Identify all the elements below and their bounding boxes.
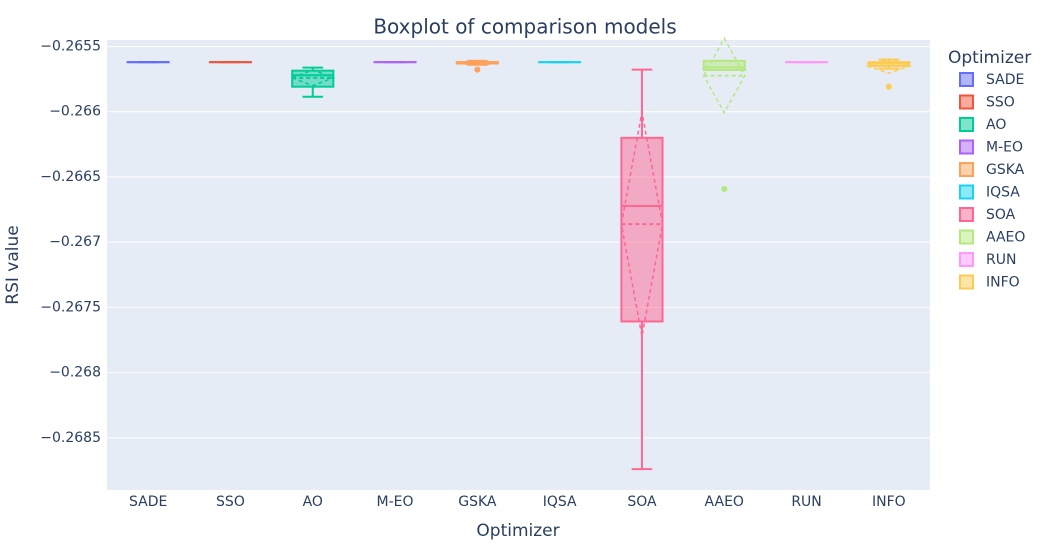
marks: [126, 36, 912, 471]
x-tick-label: SADE: [129, 494, 167, 510]
x-tick-label: IQSA: [543, 494, 577, 510]
x-axis-label: Optimizer: [476, 521, 559, 541]
x-tick-label: INFO: [872, 494, 906, 510]
x-tick-label: RUN: [791, 494, 821, 510]
legend-label[interactable]: AAEO: [986, 230, 1025, 246]
legend-label[interactable]: INFO: [986, 275, 1020, 291]
legend-swatch[interactable]: [959, 117, 974, 132]
legend-label[interactable]: SADE: [986, 72, 1024, 88]
legend-swatch[interactable]: [959, 162, 974, 177]
legend-title: Optimizer: [948, 48, 1031, 68]
box-group: [455, 59, 499, 73]
outlier: [721, 185, 728, 192]
x-tick-label: AAEO: [705, 494, 744, 510]
legend-swatch[interactable]: [959, 94, 974, 110]
outlier: [885, 83, 892, 90]
legend-label[interactable]: M-EO: [986, 140, 1023, 156]
y-tick-label: −0.2685: [40, 430, 101, 446]
legend-swatch[interactable]: [959, 139, 974, 155]
box: [291, 69, 335, 88]
sd-diamond: [702, 36, 746, 115]
legend-swatch[interactable]: [959, 274, 974, 290]
box-group: [620, 68, 664, 471]
legend-swatch[interactable]: [959, 184, 974, 200]
x-tick-label: SOA: [627, 494, 657, 510]
y-axis-label: RSI value: [3, 225, 23, 304]
legend-label[interactable]: SSO: [986, 95, 1015, 111]
y-tick-label: −0.2665: [40, 169, 101, 185]
legend-label[interactable]: RUN: [986, 252, 1016, 268]
legend-label[interactable]: SOA: [986, 207, 1016, 223]
y-tick-label: −0.2675: [40, 299, 101, 315]
sd-diamond: [620, 111, 664, 337]
legend-label[interactable]: GSKA: [986, 162, 1025, 178]
legend-swatch[interactable]: [959, 72, 974, 87]
box-group: [290, 66, 336, 98]
y-tick-label: −0.268: [49, 365, 101, 381]
chart-title: Boxplot of comparison models: [373, 15, 676, 39]
legend-swatch[interactable]: [959, 252, 974, 267]
y-tick-label: −0.266: [49, 104, 101, 120]
sd-diamond: [290, 69, 336, 87]
y-tick-label: −0.267: [49, 234, 101, 250]
x-tick-label: M-EO: [377, 494, 414, 510]
y-tick-label: −0.2655: [40, 39, 101, 55]
outlier: [474, 66, 481, 73]
x-tick-label: SSO: [216, 494, 245, 510]
legend-label[interactable]: AO: [986, 117, 1006, 133]
plot-area: [107, 40, 930, 490]
box: [702, 59, 746, 71]
box-group: [702, 36, 746, 192]
box-group: [865, 58, 912, 90]
x-tick-label: AO: [303, 494, 323, 510]
legend-label[interactable]: IQSA: [986, 185, 1020, 201]
legend-swatch[interactable]: [959, 207, 974, 222]
x-tick-label: GSKA: [458, 494, 497, 510]
legend-swatch[interactable]: [959, 229, 974, 245]
sd-diamond: [865, 58, 912, 75]
grid: [107, 46, 930, 439]
box: [620, 136, 664, 323]
